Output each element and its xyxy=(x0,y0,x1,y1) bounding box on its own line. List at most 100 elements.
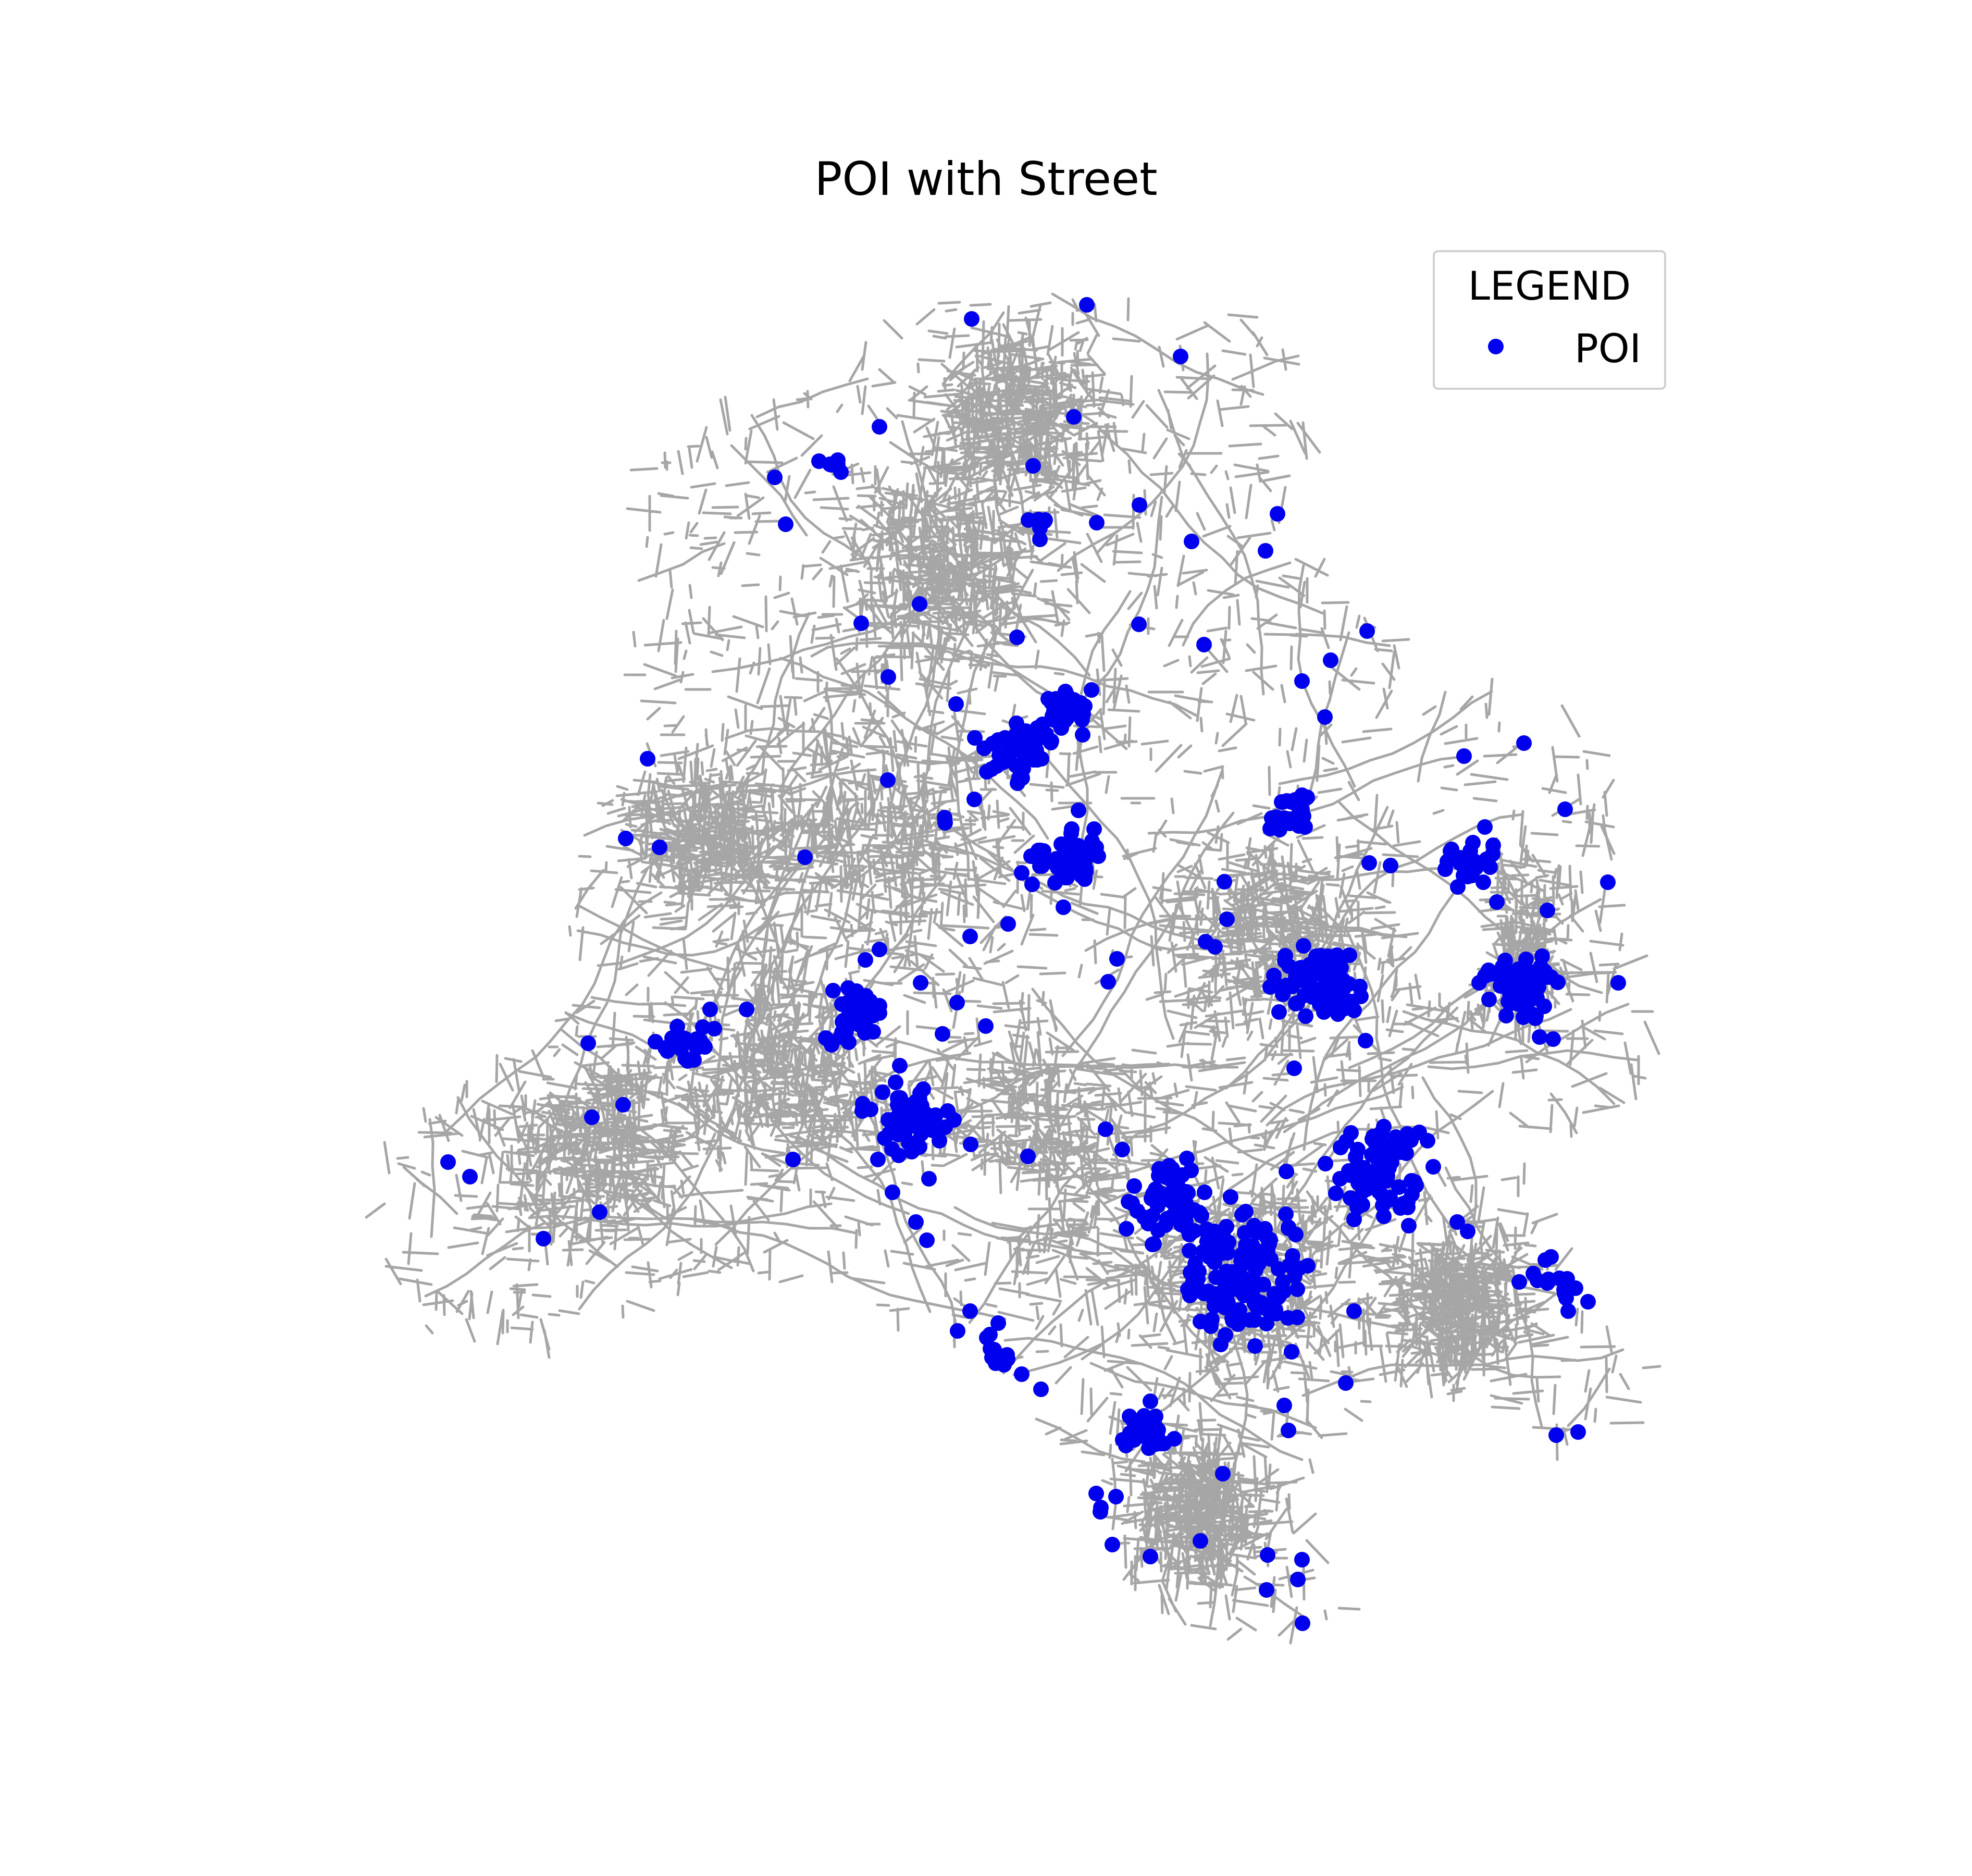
poi-point xyxy=(1246,1218,1262,1233)
poi-point xyxy=(1302,982,1318,997)
poi-point xyxy=(1289,1281,1305,1297)
poi-point xyxy=(1382,1144,1398,1159)
legend: LEGEND POI xyxy=(1433,250,1666,390)
poi-point xyxy=(1086,821,1102,837)
poi-point xyxy=(1277,980,1293,996)
poi-point xyxy=(1179,1151,1195,1166)
poi-point xyxy=(1183,1163,1199,1178)
poi-point xyxy=(1203,1318,1219,1334)
poi-point xyxy=(921,1171,937,1187)
poi-point xyxy=(1557,801,1573,817)
poi-point xyxy=(1182,1288,1198,1303)
poi-point xyxy=(1196,637,1212,652)
poi-point xyxy=(1449,1214,1465,1230)
poi-point xyxy=(1215,1466,1231,1482)
poi-point xyxy=(1475,874,1491,890)
poi-point xyxy=(1071,838,1086,854)
poi-point xyxy=(1482,859,1498,875)
poi-point xyxy=(1158,1217,1173,1233)
poi-point xyxy=(1361,855,1377,871)
poi-point xyxy=(962,929,978,944)
poi-point xyxy=(1610,975,1626,991)
poi-point xyxy=(1548,1427,1564,1443)
poi-point xyxy=(1184,534,1199,549)
poi-point xyxy=(1024,877,1040,892)
poi-point xyxy=(1532,1029,1547,1045)
poi-point xyxy=(1248,1262,1263,1278)
poi-point xyxy=(1295,1615,1310,1631)
poi-point xyxy=(1100,974,1116,990)
poi-point xyxy=(1285,1248,1300,1264)
poi-point xyxy=(1290,1572,1306,1587)
poi-point xyxy=(1323,652,1338,668)
poi-point xyxy=(890,1113,906,1128)
poi-point xyxy=(811,453,827,469)
poi-point xyxy=(949,995,965,1010)
poi-point xyxy=(967,730,983,746)
poi-point xyxy=(1286,1060,1302,1076)
poi-point xyxy=(1121,1194,1136,1209)
poi-point xyxy=(1570,1424,1586,1440)
poi-point xyxy=(1014,865,1030,881)
poi-point xyxy=(618,831,634,846)
poi-point xyxy=(1288,996,1304,1011)
poi-point xyxy=(1310,966,1325,981)
poi-point xyxy=(1456,748,1472,764)
poi-point xyxy=(1342,1167,1358,1183)
poi-point xyxy=(937,815,953,831)
poi-point xyxy=(1511,1274,1527,1290)
poi-point xyxy=(1272,822,1287,837)
poi-point xyxy=(1056,899,1071,915)
poi-point xyxy=(1346,1212,1362,1227)
poi-point xyxy=(1033,843,1048,858)
poi-point xyxy=(986,1349,1002,1365)
poi-point xyxy=(964,311,979,327)
poi-point xyxy=(1059,870,1075,885)
poi-point xyxy=(1143,1393,1158,1409)
poi-point xyxy=(669,1019,685,1034)
poi-point xyxy=(897,1126,912,1142)
poi-point xyxy=(1281,1423,1296,1438)
poi-point xyxy=(833,464,849,480)
poi-point xyxy=(1266,968,1282,983)
poi-point xyxy=(978,1018,994,1034)
poi-point xyxy=(1207,939,1223,955)
poi-point xyxy=(1270,506,1285,522)
poi-point xyxy=(1317,709,1333,725)
poi-point xyxy=(928,1107,944,1123)
poi-point xyxy=(1383,858,1398,873)
poi-point xyxy=(1048,691,1064,707)
poi-point xyxy=(1541,1272,1556,1287)
poi-point xyxy=(1014,770,1030,786)
poi-point xyxy=(1294,673,1310,689)
poi-point xyxy=(888,1075,903,1090)
poi-point xyxy=(1114,1142,1130,1157)
poi-point xyxy=(880,772,896,788)
poi-point xyxy=(1256,1277,1271,1292)
poi-point xyxy=(1167,1431,1182,1447)
poi-point xyxy=(1580,1294,1596,1310)
poi-point xyxy=(1276,1398,1292,1413)
street-segments xyxy=(365,292,1661,1645)
poi-point xyxy=(1173,349,1188,364)
map-title: POI with Street xyxy=(814,152,1158,206)
poi-point xyxy=(1172,1212,1188,1228)
poi-point xyxy=(1471,975,1487,991)
poi-point xyxy=(1088,845,1103,861)
poi-point xyxy=(990,1315,1006,1331)
poi-point xyxy=(1348,1149,1363,1165)
poi-point xyxy=(1136,1408,1152,1424)
poi-point xyxy=(1186,1202,1202,1218)
poi-point xyxy=(785,1152,801,1167)
poi-point xyxy=(739,1002,754,1017)
poi-point xyxy=(1235,1283,1250,1299)
poi-point xyxy=(872,942,887,957)
poi-point xyxy=(1359,1181,1374,1197)
poi-point xyxy=(1264,810,1280,826)
poi-point xyxy=(1000,916,1016,932)
poi-point xyxy=(1207,1286,1223,1302)
poi-point xyxy=(1242,1312,1258,1328)
poi-point xyxy=(1259,1582,1274,1598)
poi-point xyxy=(1518,952,1534,967)
